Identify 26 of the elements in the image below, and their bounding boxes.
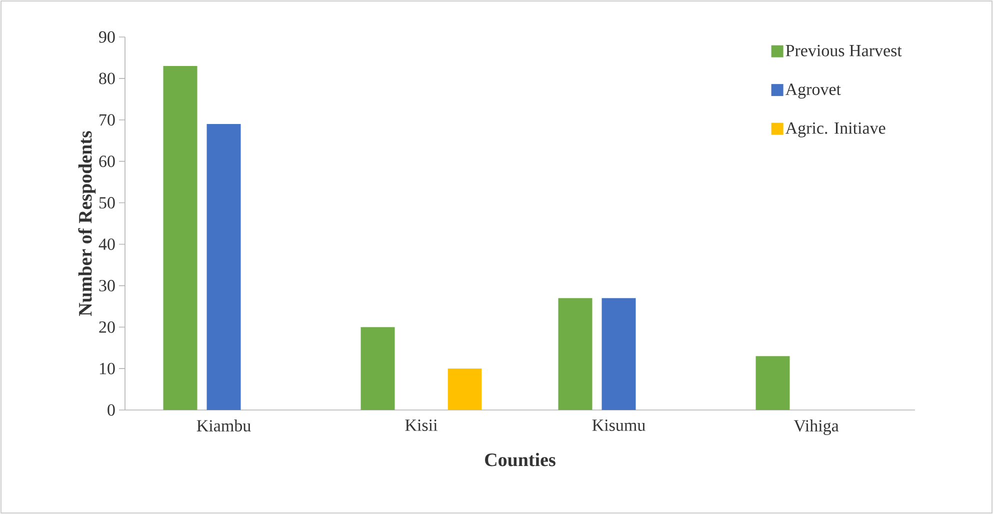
y-tick-label: 50: [99, 197, 115, 209]
bar: [360, 327, 395, 410]
x-tick-label: Kisii: [405, 420, 438, 431]
bar: [448, 368, 482, 410]
y-tick-label: 20: [99, 321, 115, 333]
bar: [163, 66, 198, 410]
y-tick-label: 90: [99, 31, 115, 43]
x-tick-label: Kiambu: [196, 420, 251, 432]
legend-label: Agric. Initiave: [785, 122, 886, 138]
bar: [756, 356, 790, 410]
y-tick-label: 40: [98, 238, 115, 250]
legend-label: Previous Harvest: [786, 44, 902, 56]
x-tick-label: Kisumu: [592, 420, 646, 431]
x-axis-title: Counties: [485, 452, 556, 466]
y-tick-label: 0: [108, 404, 115, 416]
legend-label: Agrovet: [785, 84, 841, 99]
y-tick-label: 30: [99, 280, 115, 292]
y-axis-title: Number of Respodents: [78, 131, 96, 316]
x-tick-label: Vihiga: [794, 420, 839, 435]
bar: [206, 124, 241, 410]
y-tick-label: 70: [100, 114, 115, 126]
y-tick-label: 80: [99, 72, 115, 84]
y-tick-label: 10: [100, 362, 115, 374]
y-tick-label: 60: [99, 156, 115, 168]
bar: [602, 298, 636, 410]
bar: [558, 298, 592, 410]
